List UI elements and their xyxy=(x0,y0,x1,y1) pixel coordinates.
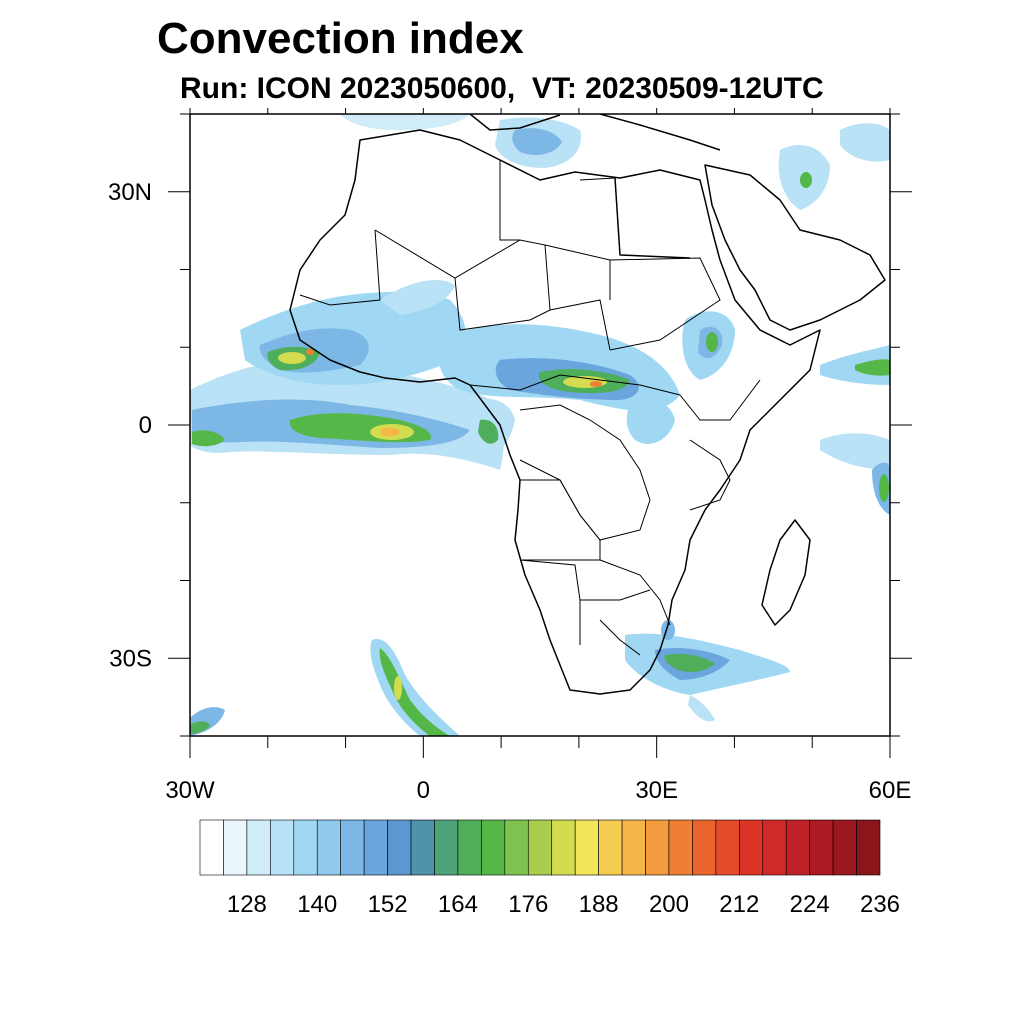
persian-gulf-band xyxy=(840,123,890,162)
colorbar-swatch xyxy=(410,819,435,876)
ethiopia-green xyxy=(706,332,718,352)
lon-label: 60E xyxy=(869,777,912,804)
colorbar-swatch xyxy=(481,819,506,876)
lat-label: 30S xyxy=(109,645,152,672)
border-niger-chad xyxy=(454,277,611,351)
chart-title: Convection index xyxy=(157,14,524,63)
colorbar-label: 188 xyxy=(579,891,619,918)
colorbar-label: 128 xyxy=(227,891,267,918)
border-southern xyxy=(519,559,671,656)
colorbar-label: 224 xyxy=(790,891,830,918)
southwest-green xyxy=(190,721,210,734)
colorbar-swatch xyxy=(692,819,717,876)
africa-coastline xyxy=(289,129,821,695)
colorbar-swatch xyxy=(809,819,834,876)
itcz-orange-cell xyxy=(380,428,400,436)
border-eastafrica xyxy=(679,379,761,511)
colorbar-swatch xyxy=(645,819,670,876)
colorbar-swatch xyxy=(199,819,224,876)
colorbar-swatch xyxy=(551,819,576,876)
colorbar-swatch xyxy=(293,819,318,876)
border-sudan xyxy=(609,257,721,351)
colorbar-swatch xyxy=(434,819,459,876)
convection-field xyxy=(190,114,890,736)
west-itcz-green xyxy=(192,430,225,447)
south-atlantic-core xyxy=(379,648,450,736)
colorbar-label: 212 xyxy=(719,891,759,918)
south-africa-green xyxy=(664,654,715,672)
colorbar-label: 164 xyxy=(438,891,478,918)
colorbar-label: 176 xyxy=(508,891,548,918)
colorbar-swatch xyxy=(621,819,646,876)
colorbar-swatch xyxy=(668,819,693,876)
colorbar-label: 236 xyxy=(860,891,900,918)
colorbar-swatch xyxy=(715,819,740,876)
colorbar-swatch xyxy=(387,819,412,876)
lakevictoria-band xyxy=(626,400,675,444)
colorbar-label: 200 xyxy=(649,891,689,918)
country-borders xyxy=(299,160,761,656)
colorbar-swatch xyxy=(574,819,599,876)
border-drc xyxy=(519,404,651,541)
gabon-green xyxy=(478,419,499,444)
border-libya-egypt xyxy=(499,160,616,300)
colorbar-swatch xyxy=(363,819,388,876)
arabia xyxy=(704,164,886,331)
colorbar-swatch xyxy=(223,819,248,876)
colorbar-swatch xyxy=(527,819,553,876)
mediterranean-core xyxy=(512,128,562,155)
colorbar-swatch xyxy=(832,819,857,876)
border-central xyxy=(469,374,681,396)
colorbar-swatch xyxy=(340,819,365,876)
axis-ticks: 30N 0 30S 30W 0 30E 60E xyxy=(108,108,912,804)
guinea-yellow xyxy=(278,352,306,364)
lat-label: 30N xyxy=(108,179,152,206)
indian-ocean-band xyxy=(820,433,890,470)
colorbar-swatch xyxy=(739,819,764,876)
south-atlantic-yellow xyxy=(394,676,402,700)
chart-subtitle: Run: ICON 2023050600, VT: 20230509-12UTC xyxy=(180,72,824,105)
levant-green xyxy=(800,172,812,188)
border-angola xyxy=(520,479,601,561)
border-sahara xyxy=(299,229,381,306)
central-orange xyxy=(590,381,602,387)
colorbar-label: 140 xyxy=(297,891,337,918)
colorbar: 128 140 152 164 176 188 200 212 224 236 xyxy=(199,819,900,918)
colorbar-swatch xyxy=(598,819,623,876)
colorbar-label: 152 xyxy=(368,891,408,918)
colorbar-swatch xyxy=(457,819,482,876)
colorbar-swatch xyxy=(246,819,271,876)
red-sea-border xyxy=(614,177,691,259)
colorbar-swatch xyxy=(762,819,787,876)
lon-label: 30E xyxy=(635,777,678,804)
indian-ocean-cell xyxy=(879,474,889,502)
lon-label: 30W xyxy=(165,777,215,804)
colorbar-swatch xyxy=(316,819,341,876)
lon-label: 0 xyxy=(417,777,430,804)
westafrica-light xyxy=(380,280,455,315)
coastlines xyxy=(289,114,886,695)
colorbar-swatch xyxy=(785,819,810,876)
somali-green xyxy=(855,359,890,376)
lat-label: 0 xyxy=(139,412,152,439)
madagascar xyxy=(761,519,811,626)
colorbar-swatch xyxy=(856,819,881,876)
guinea-red xyxy=(306,349,314,355)
colorbar-swatch xyxy=(270,819,295,876)
mozambique-channel xyxy=(688,695,715,722)
colorbar-swatch xyxy=(504,819,529,876)
europe-coast xyxy=(469,114,721,151)
north-edge-band xyxy=(340,114,470,130)
south-atlantic-front xyxy=(370,639,460,736)
